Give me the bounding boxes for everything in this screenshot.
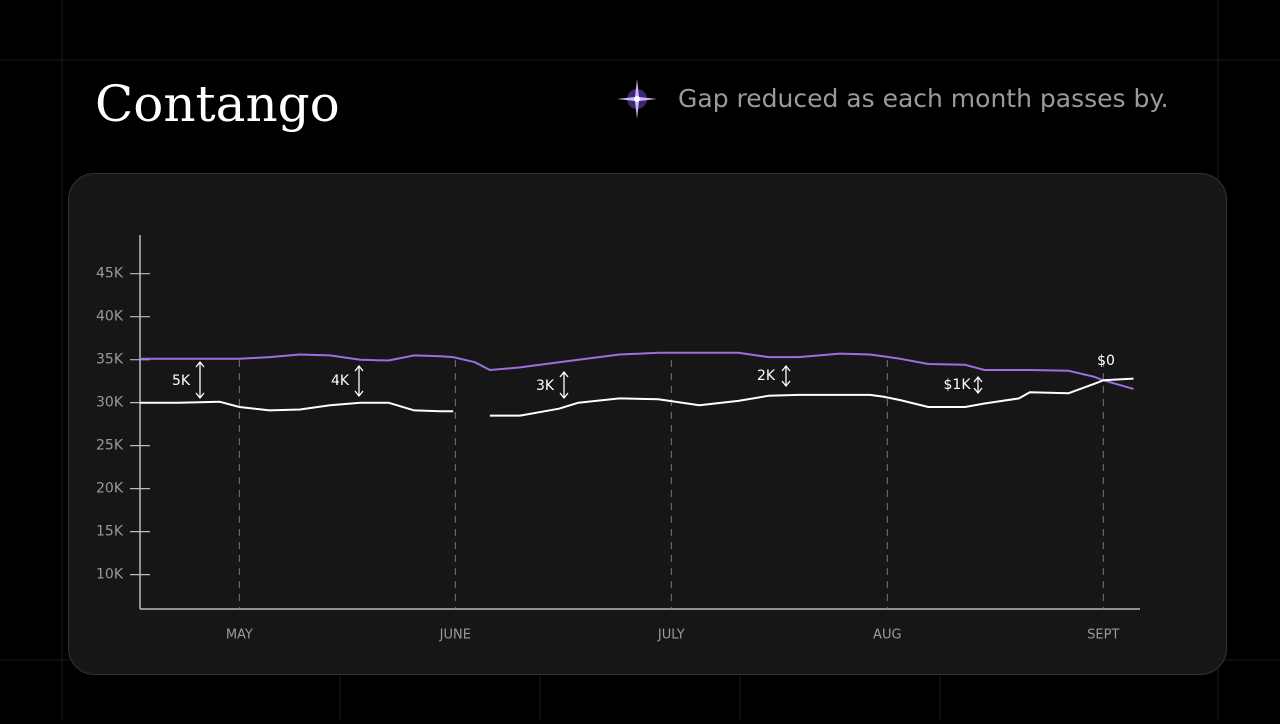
series-line: [140, 351, 1134, 390]
y-tick-label: 10K: [96, 567, 124, 583]
gap-arrow: [559, 370, 569, 400]
chart-card: [68, 173, 1227, 675]
y-tick-label: 40K: [96, 309, 124, 325]
gap-label: 5K: [172, 373, 191, 389]
gap-arrow: [973, 375, 983, 395]
gap-label: 4K: [331, 373, 350, 389]
y-tick-label: 30K: [96, 395, 124, 411]
y-tick-label: 20K: [96, 481, 124, 497]
x-tick-label: JULY: [657, 628, 685, 643]
gap-label: $1K: [944, 377, 972, 393]
y-tick-label: 35K: [96, 352, 124, 368]
x-tick-label: SEPT: [1087, 628, 1119, 643]
gap-label: $0: [1097, 353, 1115, 369]
x-tick-label: AUG: [873, 628, 901, 643]
x-tick-label: JUNE: [439, 628, 471, 643]
gap-label: 2K: [757, 368, 776, 384]
y-tick-label: 45K: [96, 266, 124, 282]
chart-title: Contango: [95, 75, 340, 133]
gap-arrow: [354, 364, 364, 398]
x-tick-label: MAY: [226, 628, 253, 643]
gap-arrow: [195, 360, 205, 400]
y-tick-label: 15K: [96, 524, 124, 540]
gap-label: 3K: [536, 378, 555, 394]
star-icon: [617, 79, 657, 119]
gap-arrow: [781, 364, 791, 388]
y-tick-label: 25K: [96, 438, 124, 454]
series-line: [140, 377, 1134, 417]
chart-subtitle: Gap reduced as each month passes by.: [678, 84, 1169, 113]
